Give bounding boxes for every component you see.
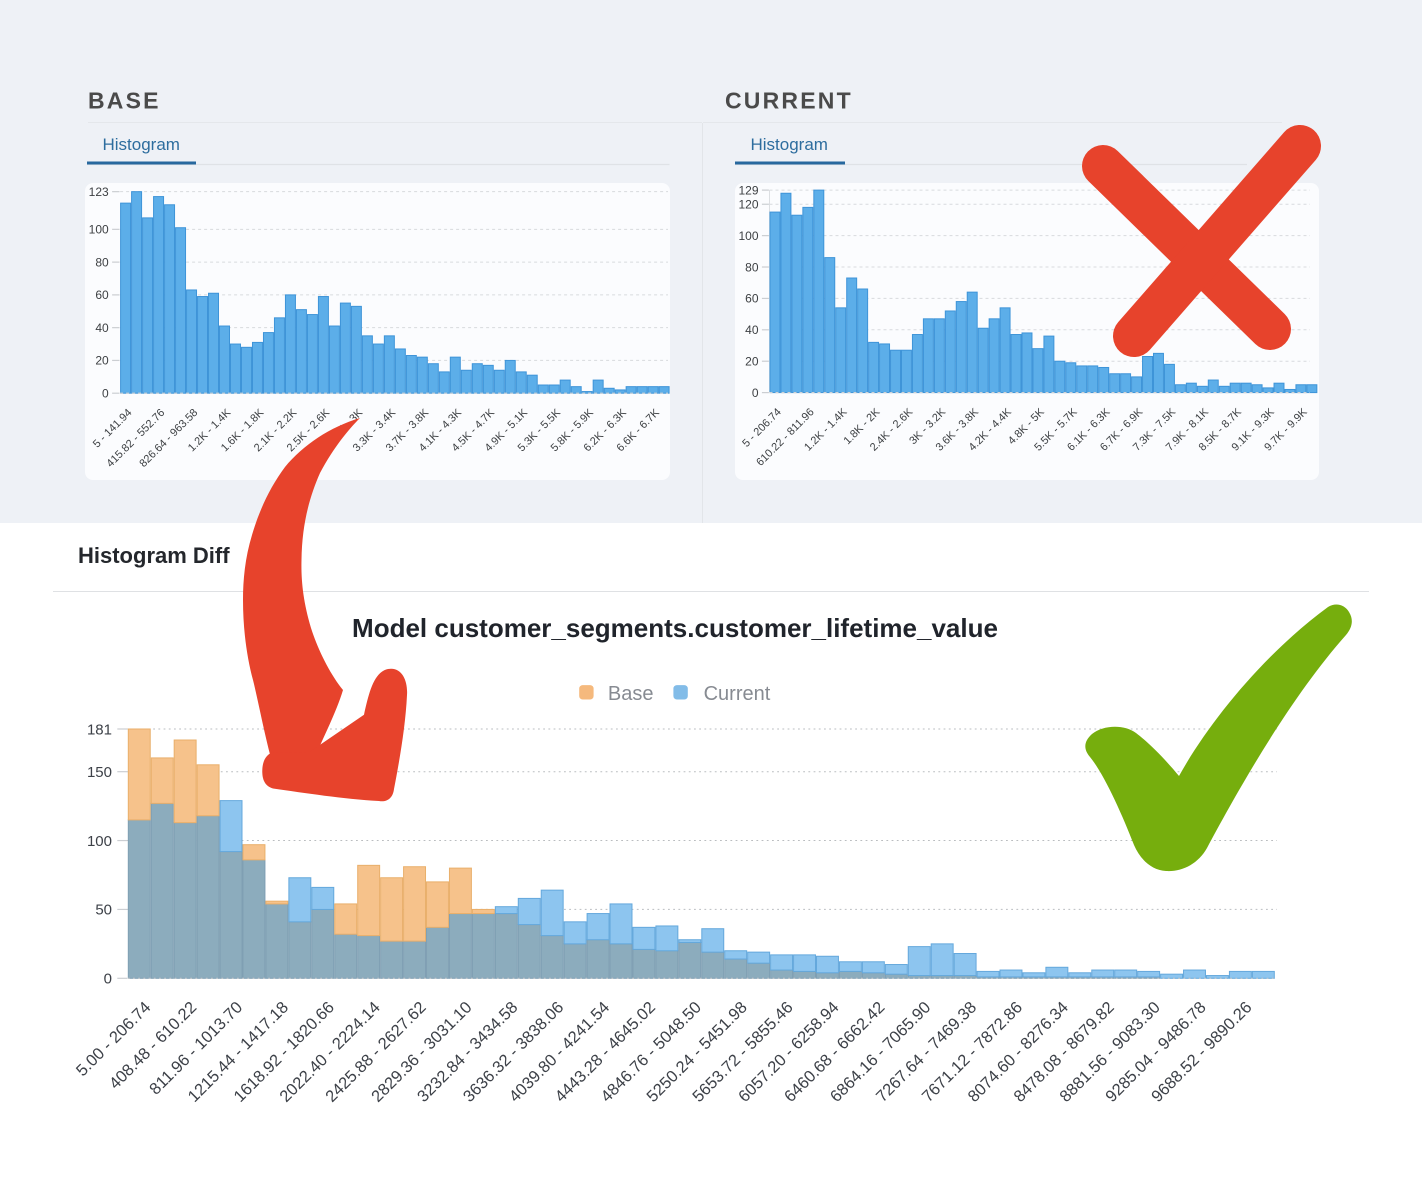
svg-text:Histogram Diff: Histogram Diff [78,543,230,568]
svg-text:100: 100 [89,223,109,237]
svg-text:50: 50 [95,902,112,919]
svg-text:100: 100 [738,229,758,243]
svg-text:0: 0 [102,387,109,401]
svg-text:40: 40 [95,321,109,335]
svg-text:181: 181 [87,721,112,738]
svg-text:80: 80 [745,260,759,274]
svg-text:60: 60 [745,292,759,306]
svg-text:129: 129 [738,183,758,197]
svg-text:CURRENT: CURRENT [725,88,853,114]
svg-text:Current: Current [704,683,771,705]
svg-text:Histogram: Histogram [103,135,180,154]
svg-text:60: 60 [95,288,109,302]
svg-text:0: 0 [104,971,112,988]
svg-text:123: 123 [89,185,109,199]
svg-text:Model customer_segments.custom: Model customer_segments.customer_lifetim… [352,613,998,643]
svg-text:Histogram: Histogram [751,135,828,154]
svg-text:40: 40 [745,323,759,337]
svg-text:100: 100 [87,833,112,850]
svg-text:0: 0 [752,386,759,400]
svg-text:20: 20 [745,355,759,369]
svg-text:BASE: BASE [88,88,161,114]
svg-text:150: 150 [87,764,112,781]
svg-text:80: 80 [95,255,109,269]
svg-text:Base: Base [608,683,654,705]
svg-text:20: 20 [95,354,109,368]
svg-text:120: 120 [738,198,758,212]
